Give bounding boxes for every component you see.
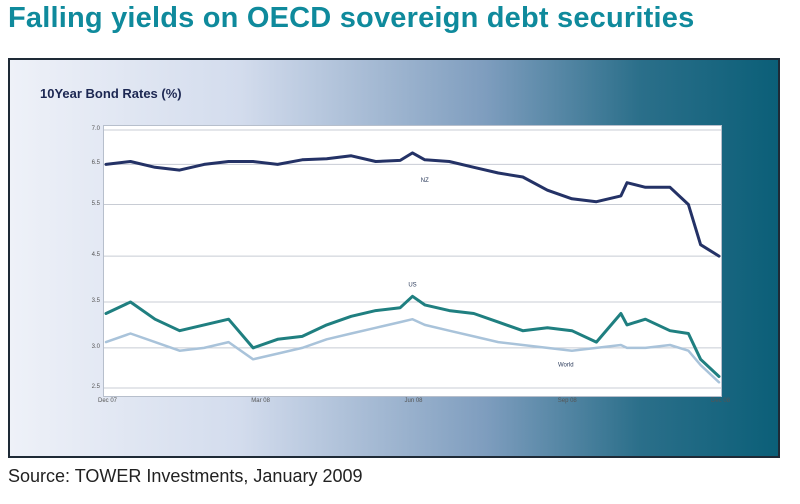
plot-area: NZ US World 7.0 6.5 5.5 4.5 3.5 3.0 2.5 Dec 07 Mar… — [92, 125, 730, 404]
y-tick-label: 3.0 — [91, 343, 100, 350]
x-tick-label: Sep 08 — [557, 398, 577, 404]
source-note: Source: TOWER Investments, January 2009 — [8, 466, 363, 486]
y-tick-label: 5.5 — [91, 200, 100, 207]
series-line-us — [104, 294, 721, 378]
x-tick-label: Jun 08 — [404, 398, 423, 404]
chart-title: 10Year Bond Rates (%) — [40, 86, 182, 101]
series-label-nz: NZ — [421, 178, 429, 184]
x-tick-label: Dec 08 — [711, 398, 731, 404]
y-tick-label: 2.5 — [91, 384, 100, 390]
series-line-world — [104, 317, 721, 384]
series-label-us: US — [408, 282, 416, 288]
page-title: Falling yields on OECD sovereign debt se… — [8, 2, 695, 34]
series-label-world: World — [558, 363, 574, 369]
x-tick-label: Mar 08 — [251, 398, 270, 404]
line-chart: NZ US World — [104, 129, 721, 389]
x-tick-label: Dec 07 — [98, 398, 118, 404]
y-tick-label: 6.5 — [91, 160, 100, 167]
y-tick-label: 4.5 — [91, 252, 100, 259]
series-line-nz — [104, 151, 721, 258]
y-tick-label: 3.5 — [91, 298, 100, 304]
y-tick-label: 7.0 — [91, 126, 100, 132]
